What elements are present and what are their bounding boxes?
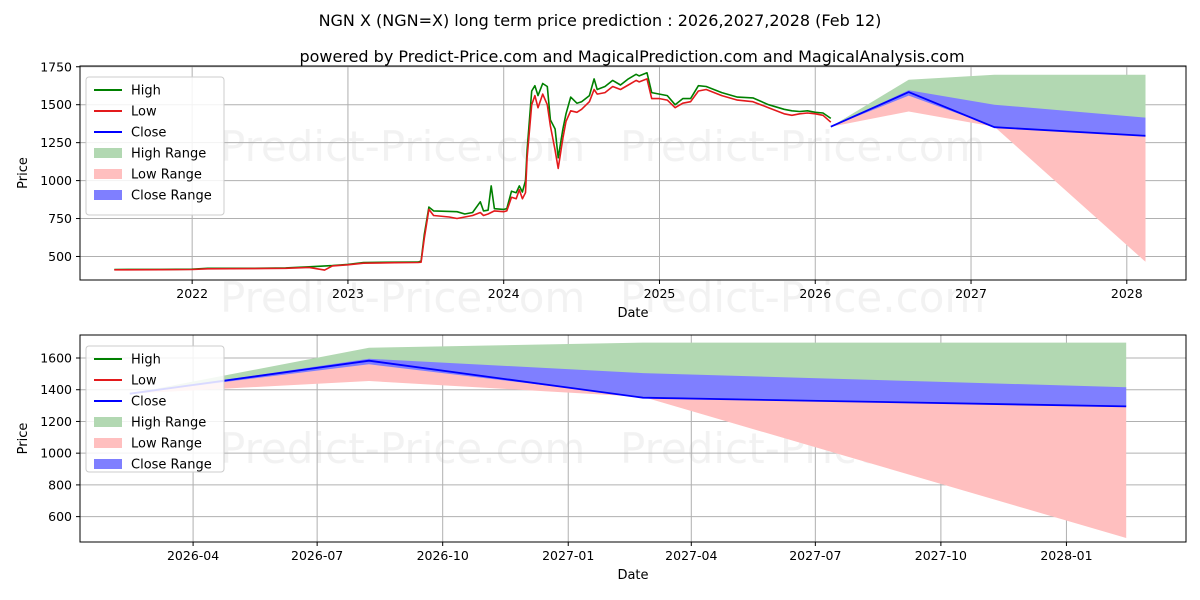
x-tick-label: 2026 — [799, 286, 831, 301]
legend-swatch — [94, 148, 122, 158]
history-panel: Predict-Price.com Predict-Price.com Predic… — [16, 59, 1187, 322]
plot-frame — [79, 334, 1187, 543]
y-tick-label: 800 — [48, 477, 72, 492]
x-tick-label: 2026-04 — [167, 548, 219, 563]
legend-swatch — [94, 417, 122, 427]
chart-title: NGN X (NGN=X) long term price prediction… — [319, 11, 882, 30]
y-tick-label: 1000 — [40, 446, 72, 461]
legend-swatch — [94, 190, 122, 200]
x-tick-label: 2022 — [176, 286, 208, 301]
legend-label: High — [131, 353, 161, 368]
y-tick-label: 750 — [48, 211, 72, 226]
x-tick-label: 2027-01 — [542, 548, 594, 563]
y-tick-label: 600 — [48, 509, 72, 524]
close-line — [830, 91, 1146, 137]
y-axis-label: Price — [16, 423, 31, 455]
plot-frame — [79, 65, 1187, 281]
y-tick-label: 1750 — [40, 59, 72, 74]
y-tick-label: 1000 — [40, 173, 72, 188]
x-tick-label: 2027-04 — [665, 548, 717, 563]
y-tick-label: 1400 — [40, 382, 72, 397]
x-tick-label: 2027 — [955, 286, 987, 301]
close-range-band — [129, 358, 1127, 407]
legend-label: High — [131, 84, 161, 99]
watermark-text: Predict-Price.com — [220, 122, 585, 171]
watermark-text: Predict-Price.com — [220, 424, 585, 473]
low-range-band — [129, 360, 1127, 538]
x-tick-label: 2025 — [644, 286, 676, 301]
watermark-text: Predict-Price.com — [620, 122, 985, 171]
y-tick-label: 500 — [48, 249, 72, 264]
legend-label: High Range — [131, 416, 206, 431]
plot-area — [114, 72, 1146, 271]
x-tick-label: 2023 — [332, 286, 364, 301]
legend-label: Close — [131, 395, 166, 410]
watermark-text: Predict-Price.com — [220, 273, 585, 322]
legend-label: Low — [131, 105, 157, 120]
x-tick-label: 2026-10 — [417, 548, 469, 563]
forecast-panel: Predict-Price.com Predict-Price.com2026-0… — [16, 334, 1187, 583]
x-tick-label: 2024 — [488, 286, 520, 301]
x-tick-label: 2028-01 — [1040, 548, 1092, 563]
x-tick-label: 2027-07 — [789, 548, 841, 563]
y-tick-label: 1200 — [40, 414, 72, 429]
close-range-band — [830, 90, 1146, 136]
legend-label: Low Range — [131, 168, 202, 183]
legend-label: Low Range — [131, 437, 202, 452]
y-tick-label: 1500 — [40, 97, 72, 112]
legend-swatch — [94, 438, 122, 448]
x-axis-label: Date — [617, 306, 648, 321]
legend-label: Close Range — [131, 189, 212, 204]
legend-label: Close — [131, 126, 166, 141]
x-tick-label: 2028 — [1111, 286, 1143, 301]
legend-label: Low — [131, 374, 157, 389]
x-axis-label: Date — [617, 568, 648, 583]
legend: High Low Close High Range Low Range Close Ran… — [85, 345, 225, 473]
legend-swatch — [94, 169, 122, 179]
low-line — [114, 78, 832, 271]
close-line — [129, 359, 1127, 408]
legend-swatch — [94, 459, 122, 469]
legend-label: Close Range — [131, 458, 212, 473]
chart-subtitle: powered by Predict-Price.com and Magical… — [299, 47, 964, 66]
x-tick-label: 2026-07 — [291, 548, 343, 563]
y-tick-label: 1250 — [40, 135, 72, 150]
y-tick-label: 1600 — [40, 351, 72, 366]
plot-area — [129, 342, 1127, 538]
legend-label: High Range — [131, 147, 206, 162]
legend: High Low Close High Range Low Range Close Ran… — [85, 76, 225, 216]
x-tick-label: 2027-10 — [915, 548, 967, 563]
watermark-text: Predict-Price.com — [620, 273, 985, 322]
low-range-band — [830, 92, 1146, 262]
y-axis-label: Price — [16, 157, 31, 189]
